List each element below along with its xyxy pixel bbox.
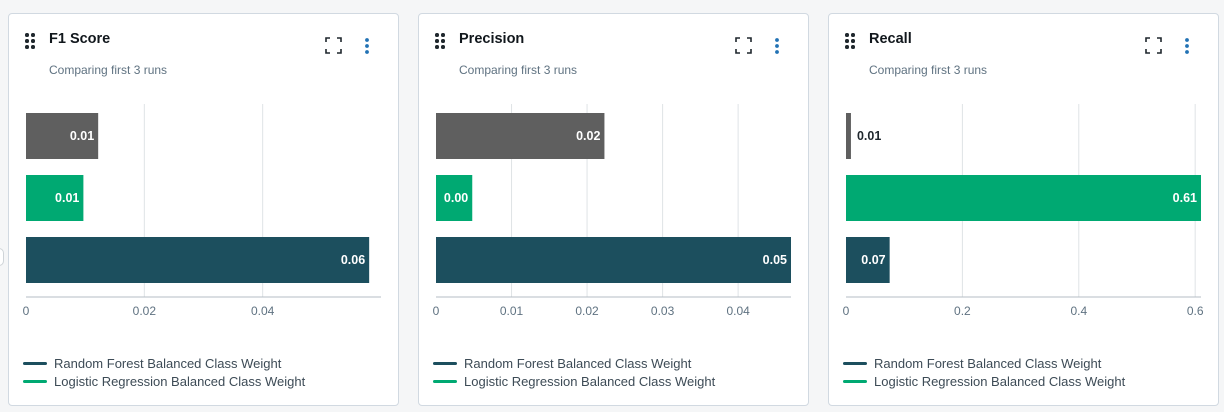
bar[interactable] <box>846 113 851 159</box>
x-tick-label: 0 <box>843 304 850 318</box>
recall-chart-card: Recall Comparing first 3 runs 0.01 0.61 0.… <box>828 13 1219 406</box>
bar[interactable] <box>26 113 99 159</box>
legend-swatch <box>23 379 47 383</box>
legend-label: Random Forest Balanced Class Weight <box>464 355 692 371</box>
chart-subtitle: Comparing first 3 runs <box>459 63 578 77</box>
x-tick-label: 0.03 <box>651 304 675 318</box>
bar-value-label: 0.00 <box>444 191 468 205</box>
chart-legend: Random Forest Balanced Class Weight Logis… <box>843 354 1125 390</box>
chart-subtitle: Comparing first 3 runs <box>869 63 988 77</box>
chart-legend: Random Forest Balanced Class Weight Logis… <box>23 354 305 390</box>
bar-value-label: 0.07 <box>861 253 885 267</box>
chart-subtitle: Comparing first 3 runs <box>49 63 168 77</box>
legend-swatch <box>433 361 457 365</box>
precision-chart-card: Precision Comparing first 3 runs 0.02 0.0… <box>418 13 809 406</box>
legend-item[interactable]: Random Forest Balanced Class Weight <box>843 354 1125 372</box>
bar-value-label: 0.01 <box>55 191 79 205</box>
x-tick-label: 0.04 <box>726 304 750 318</box>
legend-item[interactable]: Logistic Regression Balanced Class Weigh… <box>843 372 1125 390</box>
fullscreen-icon[interactable] <box>1145 37 1162 54</box>
chart-legend: Random Forest Balanced Class Weight Logis… <box>433 354 715 390</box>
bar[interactable] <box>436 113 605 159</box>
legend-item[interactable]: Logistic Regression Balanced Class Weigh… <box>433 372 715 390</box>
overflow-menu-icon[interactable] <box>361 36 373 56</box>
legend-swatch <box>843 379 867 383</box>
overflow-menu-icon[interactable] <box>771 36 783 56</box>
bar-value-label: 0.61 <box>1173 191 1197 205</box>
legend-swatch <box>23 361 47 365</box>
bar-value-label: 0.01 <box>857 129 881 143</box>
x-tick-label: 0.4 <box>1070 304 1087 318</box>
x-tick-label: 0.04 <box>251 304 275 318</box>
x-tick-label: 0.6 <box>1187 304 1204 318</box>
x-tick-label: 0.02 <box>133 304 157 318</box>
legend-label: Logistic Regression Balanced Class Weigh… <box>874 373 1126 389</box>
legend-item[interactable]: Random Forest Balanced Class Weight <box>23 354 305 372</box>
legend-swatch <box>843 361 867 365</box>
bar[interactable] <box>846 237 890 283</box>
x-tick-label: 0.2 <box>954 304 971 318</box>
x-tick-label: 0 <box>433 304 440 318</box>
drag-handle-icon[interactable] <box>25 33 37 49</box>
bar[interactable] <box>846 175 1201 221</box>
bar-chart: 0.01 0.61 0.07 0 0.2 0.4 0.6 <box>843 104 1204 318</box>
bar[interactable] <box>436 237 791 283</box>
drag-handle-icon[interactable] <box>435 33 447 49</box>
legend-item[interactable]: Random Forest Balanced Class Weight <box>433 354 715 372</box>
chart-title: F1 Score <box>49 31 111 47</box>
panel-resize-handle[interactable] <box>0 248 4 266</box>
x-tick-label: 0.02 <box>575 304 599 318</box>
legend-swatch <box>433 379 457 383</box>
bar-value-label: 0.05 <box>763 253 787 267</box>
x-tick-label: 0 <box>23 304 30 318</box>
f1-score-chart-card: F1 Score Comparing first 3 runs 0.01 0.01… <box>8 13 399 406</box>
fullscreen-icon[interactable] <box>325 37 342 54</box>
bar-value-label: 0.01 <box>70 129 94 143</box>
x-tick-label: 0.01 <box>500 304 524 318</box>
bar-chart: 0.02 0.00 0.05 0 0.01 0.02 0.03 0.04 <box>433 104 791 318</box>
legend-label: Logistic Regression Balanced Class Weigh… <box>54 373 306 389</box>
legend-item[interactable]: Logistic Regression Balanced Class Weigh… <box>23 372 305 390</box>
bar[interactable] <box>26 237 370 283</box>
chart-title: Recall <box>869 31 912 47</box>
bar-value-label: 0.02 <box>576 129 600 143</box>
chart-title: Precision <box>459 31 525 47</box>
legend-label: Logistic Regression Balanced Class Weigh… <box>464 373 716 389</box>
overflow-menu-icon[interactable] <box>1181 36 1193 56</box>
bar[interactable] <box>436 175 473 221</box>
fullscreen-icon[interactable] <box>735 37 752 54</box>
bar[interactable] <box>26 175 84 221</box>
bar-value-label: 0.06 <box>341 253 365 267</box>
drag-handle-icon[interactable] <box>845 33 857 49</box>
legend-label: Random Forest Balanced Class Weight <box>874 355 1102 371</box>
bar-chart: 0.01 0.01 0.06 0 0.02 0.04 <box>23 104 381 318</box>
legend-label: Random Forest Balanced Class Weight <box>54 355 282 371</box>
